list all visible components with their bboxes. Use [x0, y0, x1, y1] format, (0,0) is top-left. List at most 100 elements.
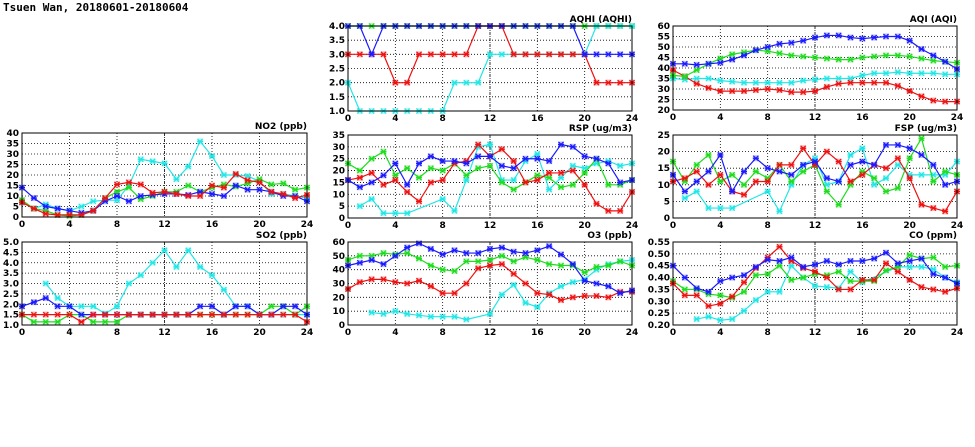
data-point [776, 79, 783, 86]
data-point [871, 161, 878, 168]
data-point [356, 51, 363, 58]
data-point [593, 51, 600, 58]
data-point [942, 288, 949, 295]
data-point [930, 161, 937, 168]
data-point [558, 141, 564, 148]
data-point [209, 272, 215, 279]
data-point [54, 205, 61, 212]
data-point [752, 272, 759, 279]
x-tick-label: 4 [392, 328, 398, 338]
x-tick-label: 20 [903, 113, 916, 123]
data-point [137, 181, 144, 188]
data-point [280, 303, 287, 310]
data-point [137, 193, 144, 199]
chart-title: AQHI (AQHI) [570, 15, 632, 25]
data-point [209, 153, 215, 160]
data-point [78, 203, 85, 210]
data-point [522, 51, 529, 58]
plot-frame [672, 241, 958, 326]
data-point [776, 40, 783, 47]
data-point [439, 177, 446, 184]
series-green [345, 250, 635, 276]
data-point [883, 267, 889, 274]
data-point [197, 311, 204, 318]
data-point [894, 268, 901, 275]
data-point [522, 155, 529, 162]
y-tick-label: 30 [657, 85, 670, 95]
data-point [451, 158, 458, 165]
data-point [522, 179, 529, 186]
data-point [137, 311, 144, 318]
data-point [451, 313, 458, 320]
data-point [681, 73, 688, 80]
x-tick-label: 16 [531, 221, 544, 231]
data-point [487, 262, 493, 269]
data-point [764, 44, 771, 50]
data-point [776, 208, 783, 215]
data-point [114, 311, 120, 318]
data-point [847, 268, 854, 275]
data-point [66, 212, 73, 219]
data-point [30, 311, 37, 318]
data-point [729, 274, 736, 281]
data-point [569, 143, 576, 150]
data-point [776, 288, 783, 295]
x-tick-label: 12 [809, 221, 822, 231]
data-point [114, 181, 120, 188]
data-point [137, 272, 144, 279]
data-point [416, 277, 422, 284]
data-point [788, 171, 795, 178]
data-point [487, 245, 493, 252]
y-tick-label: 15 [6, 182, 19, 192]
y-tick-label: 10 [6, 192, 19, 202]
data-point [942, 71, 949, 78]
data-point [90, 318, 97, 325]
data-point [42, 318, 49, 325]
data-point [693, 61, 700, 68]
data-point [918, 151, 925, 158]
data-point [717, 151, 724, 158]
data-point [883, 141, 889, 148]
data-point [510, 258, 517, 265]
data-point [209, 311, 215, 318]
data-point [569, 181, 576, 188]
data-point [617, 79, 624, 86]
data-point [546, 169, 553, 176]
data-point [404, 165, 411, 172]
data-point [617, 258, 624, 265]
y-tick-label: 4.5 [3, 248, 19, 258]
data-point [788, 262, 795, 269]
y-tick-label: 3.0 [3, 280, 19, 290]
data-point [764, 79, 771, 86]
data-point [404, 188, 411, 195]
plot-frame [672, 25, 958, 111]
series-red [345, 261, 635, 304]
data-point [534, 290, 541, 297]
y-tick-label: 40 [332, 266, 345, 276]
data-point [835, 158, 842, 165]
data-point [894, 161, 901, 168]
data-point [185, 247, 192, 254]
data-point [847, 161, 854, 168]
data-point [510, 177, 517, 184]
data-point [30, 318, 37, 325]
data-point [292, 186, 299, 193]
data-point [717, 292, 724, 299]
data-point [717, 178, 724, 185]
data-point [847, 278, 854, 285]
data-point [894, 69, 901, 76]
data-point [54, 318, 61, 325]
chart-title: AQI (AQI) [910, 15, 957, 25]
data-point [161, 247, 168, 254]
data-point [487, 310, 493, 317]
data-point [30, 205, 37, 212]
data-point [439, 196, 446, 203]
data-point [894, 52, 901, 59]
y-tick-label: 0.55 [648, 238, 670, 248]
chart-title: O3 (ppb) [587, 231, 632, 241]
y-tick-label: 50 [657, 43, 670, 53]
y-tick-label: 2.0 [3, 300, 19, 310]
data-point [605, 51, 612, 58]
data-point [102, 310, 109, 317]
